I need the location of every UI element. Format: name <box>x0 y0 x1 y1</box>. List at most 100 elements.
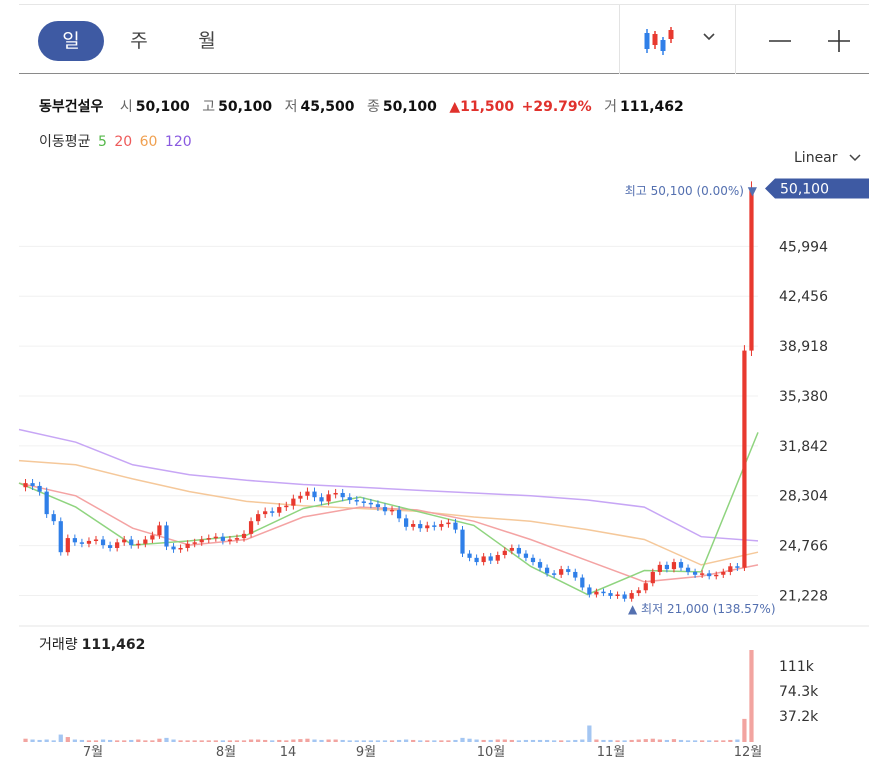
candle-body <box>340 492 345 498</box>
candle-body <box>728 566 733 572</box>
candle-body <box>523 553 529 558</box>
period-month-button[interactable]: 월 <box>198 30 216 52</box>
volume-bar <box>115 740 120 742</box>
candle-body <box>375 504 381 508</box>
x-tick-label: 11월 <box>597 745 626 757</box>
candle-body <box>143 539 148 544</box>
volume-bar <box>678 739 684 742</box>
candle-body <box>213 536 218 539</box>
volume-bar <box>319 739 324 742</box>
candle-body <box>326 494 331 502</box>
volume-bar <box>559 740 564 742</box>
candle-body <box>185 543 190 548</box>
ma-5-line <box>18 432 759 596</box>
volume-bar <box>509 739 514 742</box>
candle-body <box>65 538 70 553</box>
volume-bar <box>566 740 571 742</box>
volume-bar <box>404 739 409 742</box>
candle-body <box>333 492 338 495</box>
candle-body <box>58 521 63 553</box>
candle-body <box>396 509 402 519</box>
high-annotation: 최고 50,100 (0.00%) ▼ <box>625 184 758 198</box>
minus-icon[interactable] <box>761 23 797 59</box>
ma-60-line <box>18 459 759 566</box>
candle-body <box>157 525 162 536</box>
volume-bar <box>728 739 733 742</box>
x-tick-label: 14 <box>280 745 297 757</box>
candle-body <box>657 564 662 572</box>
candle-body <box>615 594 620 596</box>
y-tick-label: 24,766 <box>779 539 828 555</box>
candle-body <box>206 538 211 540</box>
high-value: 50,100 <box>218 99 273 115</box>
x-tick-label: 8월 <box>216 745 236 757</box>
volume-panel-value: 111,462 <box>81 637 146 653</box>
volume-bar <box>481 739 486 742</box>
volume-bar <box>537 739 543 742</box>
volume-bar <box>157 738 162 742</box>
candle-body <box>580 577 585 588</box>
volume-bar <box>474 739 479 742</box>
volume-bar <box>347 740 352 742</box>
candlestick-icon[interactable] <box>639 19 679 59</box>
ma-120-line <box>18 428 759 542</box>
period-day-button[interactable]: 일 <box>38 21 104 61</box>
volume-bar <box>622 740 627 742</box>
y-tick-label: 45,994 <box>779 239 828 255</box>
volume-bar <box>615 740 620 742</box>
period-week-button[interactable]: 주 <box>130 30 148 52</box>
candle-body <box>241 533 247 539</box>
candle-body <box>566 569 571 572</box>
candle-body <box>742 350 747 568</box>
volume-bar <box>291 739 296 742</box>
candle-body <box>255 514 261 522</box>
volume-bar <box>664 739 670 742</box>
volume-bar <box>86 740 92 742</box>
scale-selector[interactable]: Linear <box>794 150 862 166</box>
volume-bar <box>277 739 282 742</box>
candle-body <box>107 545 113 548</box>
volume-bar <box>326 739 331 742</box>
candle-body <box>199 539 204 543</box>
candle-body <box>122 539 127 543</box>
plus-icon[interactable] <box>821 23 857 59</box>
volume-bar <box>37 739 42 742</box>
volume-bar <box>107 739 113 742</box>
volume-bar <box>629 739 634 742</box>
volume-bar <box>495 739 500 742</box>
x-tick-label: 9월 <box>356 745 376 757</box>
candle-body <box>700 573 705 575</box>
candle-body <box>488 556 493 561</box>
volume-panel-label: 거래량 111,462 <box>39 634 145 654</box>
volume-bar <box>340 739 345 742</box>
volume-bar <box>30 739 35 742</box>
volume-bar <box>488 739 493 742</box>
scale-selector-label: Linear <box>794 150 838 166</box>
volume-bar <box>305 738 310 742</box>
volume-bar <box>594 739 599 742</box>
candle-body <box>509 547 514 551</box>
y-tick-label: 42,456 <box>779 289 828 305</box>
volume-bar <box>657 739 662 742</box>
volume-bar <box>136 739 141 742</box>
candle-body <box>629 593 634 599</box>
current-price-tag <box>765 178 869 199</box>
volume-bar <box>516 740 522 742</box>
volume-bar <box>580 739 585 742</box>
candle-body <box>622 594 627 599</box>
candle-body <box>51 514 56 522</box>
volume-bar <box>749 650 754 742</box>
volume-bar <box>150 740 155 742</box>
candle-body <box>86 540 92 544</box>
chevron-down-icon[interactable] <box>701 29 717 45</box>
change-value: ▲11,500 <box>449 99 515 115</box>
candle-body <box>361 501 366 503</box>
x-tick-label: 7월 <box>83 745 103 757</box>
candle-body <box>678 562 684 568</box>
candle-body <box>248 521 254 534</box>
x-tick-label: 10월 <box>477 745 506 757</box>
volume-bar <box>199 740 204 742</box>
volume-bar <box>178 740 183 742</box>
volume-bar <box>220 740 225 742</box>
